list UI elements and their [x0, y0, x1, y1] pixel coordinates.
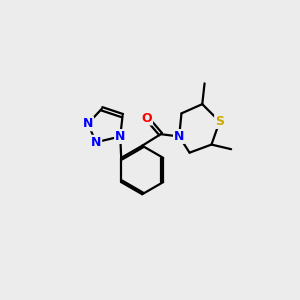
Text: O: O	[142, 112, 152, 124]
Text: N: N	[91, 136, 101, 149]
Text: N: N	[83, 117, 93, 130]
Text: N: N	[115, 130, 125, 143]
Text: S: S	[215, 115, 224, 128]
Text: N: N	[174, 130, 184, 143]
